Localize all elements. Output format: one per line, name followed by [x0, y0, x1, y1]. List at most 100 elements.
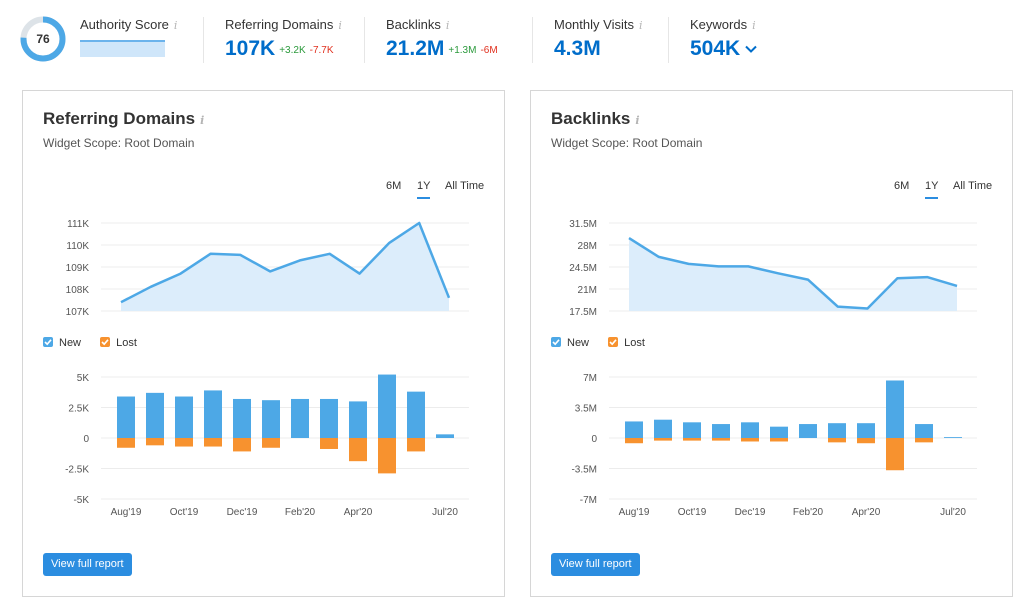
- info-icon[interactable]: i: [173, 19, 178, 32]
- backlinks-metric[interactable]: 21.2M +1.3M -6M: [386, 37, 498, 61]
- bar-lost: [915, 438, 933, 443]
- y-tick-label: 0: [83, 434, 89, 445]
- monthly-visits-label: Monthly Visits i: [554, 17, 643, 32]
- bar-lost: [625, 438, 643, 444]
- legend-new[interactable]: New: [551, 337, 589, 349]
- range-6m[interactable]: 6M: [894, 180, 910, 192]
- bar-lost: [712, 438, 730, 441]
- legend-lost[interactable]: Lost: [100, 337, 137, 349]
- y-tick-label: -3.5M: [571, 465, 597, 476]
- info-icon[interactable]: i: [445, 19, 450, 32]
- bar-lost: [320, 438, 338, 449]
- bar-lost: [146, 438, 164, 446]
- info-icon[interactable]: i: [338, 19, 342, 32]
- widget-title: Backlinks i: [551, 109, 640, 128]
- divider: [668, 17, 669, 63]
- keywords-value[interactable]: 504K: [690, 37, 741, 60]
- view-full-report-button[interactable]: View full report: [551, 553, 640, 576]
- keywords-label: Keywords i: [690, 17, 756, 32]
- view-full-report-button[interactable]: View full report: [43, 553, 132, 576]
- checkbox-lost[interactable]: [608, 337, 619, 347]
- y-tick-label: 3.5M: [575, 404, 597, 415]
- bar-new: [175, 396, 193, 438]
- bar-lost: [828, 438, 846, 443]
- x-tick-label: Aug'19: [619, 507, 650, 518]
- range-1y[interactable]: 1Y: [417, 180, 431, 199]
- bar-new: [683, 422, 701, 438]
- x-tick-label: Feb'20: [793, 507, 824, 518]
- bar-new: [262, 400, 280, 438]
- y-tick-label: 31.5M: [569, 219, 597, 230]
- range-1y[interactable]: 1Y: [925, 180, 939, 199]
- authority-score-trend: [80, 40, 165, 57]
- bar-new: [320, 398, 338, 438]
- monthly-visits-value[interactable]: 4.3M: [554, 37, 601, 60]
- range-6m[interactable]: 6M: [386, 180, 402, 192]
- info-icon[interactable]: i: [638, 19, 643, 32]
- backlinks-loss: -6M: [480, 45, 498, 56]
- info-icon[interactable]: i: [752, 19, 756, 32]
- referring-domains-value[interactable]: 107K: [225, 37, 276, 60]
- y-tick-label: 28M: [578, 241, 597, 252]
- referring-domains-new-lost-chart: 5K 2.5K 0 -2.5K -5K Aug'19 Oct'19 Dec'19 Feb'20 A…: [65, 373, 469, 518]
- divider: [532, 17, 533, 63]
- series-line: [628, 237, 958, 310]
- referring-domains-loss: -7.7K: [309, 45, 334, 56]
- bar-lost: [857, 438, 875, 444]
- bar-new: [291, 398, 309, 438]
- bar-new: [886, 380, 904, 438]
- checkbox-new[interactable]: [551, 337, 561, 347]
- bar-lost: [886, 438, 904, 471]
- bar-lost: [262, 438, 280, 448]
- x-tick-label: Jul'20: [432, 507, 458, 518]
- y-tick-label: -2.5K: [65, 465, 89, 476]
- x-tick-label: Aug'19: [111, 507, 142, 518]
- y-tick-label: 24.5M: [569, 263, 597, 274]
- bar-new: [407, 391, 425, 438]
- y-tick-label: 17.5M: [569, 307, 597, 318]
- bar-new: [117, 396, 135, 438]
- bar-new: [233, 398, 251, 438]
- info-icon[interactable]: i: [635, 114, 640, 127]
- legend-lost[interactable]: Lost: [608, 337, 645, 349]
- bar-lost: [654, 438, 672, 441]
- x-tick-label: Feb'20: [285, 507, 316, 518]
- bar-new: [625, 421, 643, 438]
- x-tick-label: Dec'19: [227, 507, 258, 518]
- keywords-metric[interactable]: 504K: [690, 37, 757, 61]
- referring-domains-trend-chart: 111K 110K 109K 108K 107K: [66, 219, 469, 318]
- y-tick-label: 110K: [66, 241, 89, 252]
- backlinks-value[interactable]: 21.2M: [386, 37, 445, 60]
- chevron-down-icon[interactable]: [745, 45, 757, 53]
- bar-lost: [407, 438, 425, 452]
- y-tick-label: 21M: [578, 285, 597, 296]
- bar-lost: [683, 438, 701, 441]
- bar-lost: [204, 438, 222, 447]
- y-tick-label: 108K: [66, 285, 90, 296]
- authority-score-label: Authority Score i: [80, 17, 178, 32]
- bar-new: [204, 390, 222, 438]
- referring-domains-widget: Referring Domains i Widget Scope: Root Do…: [22, 90, 505, 597]
- y-tick-label: 5K: [77, 373, 90, 384]
- backlinks-widget: Backlinks i Widget Scope: Root Domain 6M …: [530, 90, 1013, 597]
- checkbox-new[interactable]: [43, 337, 53, 347]
- bar-new: [944, 437, 962, 438]
- checkbox-lost[interactable]: [100, 337, 111, 347]
- y-tick-label: 7M: [583, 373, 597, 384]
- range-all-time[interactable]: All Time: [445, 180, 485, 192]
- x-tick-label: Apr'20: [852, 507, 881, 518]
- referring-domains-metric[interactable]: 107K +3.2K -7.7K: [225, 37, 334, 61]
- x-tick-label: Jul'20: [940, 507, 966, 518]
- bar-new: [741, 422, 759, 438]
- bar-new: [828, 423, 846, 438]
- range-all-time[interactable]: All Time: [953, 180, 993, 192]
- y-tick-label: 109K: [66, 263, 90, 274]
- chart-legend: New Lost: [551, 337, 661, 349]
- area-fill: [629, 238, 957, 311]
- legend-new[interactable]: New: [43, 337, 81, 349]
- info-icon[interactable]: i: [200, 114, 205, 127]
- backlinks-new-lost-chart: 7M 3.5M 0 -3.5M -7M Aug'19 Oct'19 Dec'19 Feb'20 A…: [571, 373, 977, 518]
- referring-domains-gain: +3.2K: [279, 45, 306, 56]
- y-tick-label: 111K: [67, 219, 89, 230]
- authority-score-ring: [20, 16, 66, 62]
